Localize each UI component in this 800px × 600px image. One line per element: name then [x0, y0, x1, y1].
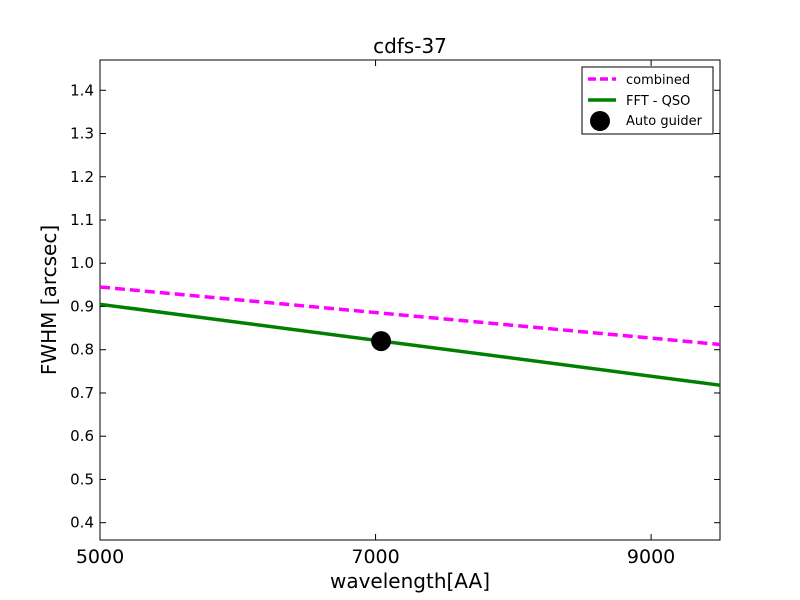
y-tick-label: 1.4 [70, 81, 94, 99]
y-axis-label: FWHM [arcsec] [37, 225, 61, 375]
chart-title: cdfs-37 [373, 34, 447, 58]
y-tick-label: 0.7 [70, 384, 94, 402]
x-axis-label: wavelength[AA] [330, 569, 490, 593]
y-tick-label: 1.3 [70, 125, 94, 143]
y-tick-label: 1.2 [70, 168, 94, 186]
legend-marker-auto-guider [590, 111, 610, 131]
y-tick-label: 0.5 [70, 470, 94, 488]
data-point-auto-guider [371, 331, 392, 352]
x-tick-label: 7000 [351, 546, 399, 568]
y-tick-label: 0.8 [70, 341, 94, 359]
series-line-fft-qso [99, 302, 721, 387]
series-line-combined [99, 285, 721, 347]
y-tick-label: 1.1 [70, 211, 94, 229]
x-tick-label: 5000 [76, 546, 124, 568]
legend-label-auto-guider: Auto guider [626, 114, 703, 129]
y-tick-label: 0.9 [70, 297, 94, 315]
legend: combined FFT - QSO Auto guider [581, 66, 714, 135]
y-axis-ticks: 0.4 0.5 0.6 0.7 0.8 0.9 1.0 1.1 1.2 1.3 1.4 [70, 81, 720, 532]
y-tick-label: 0.6 [70, 427, 94, 445]
x-tick-label: 9000 [627, 546, 675, 568]
plot-frame [99, 59, 721, 541]
x-axis-ticks: 5000 7000 9000 [76, 60, 675, 568]
legend-label-fft-qso: FFT - QSO [626, 94, 690, 109]
y-tick-label: 1.0 [70, 254, 94, 272]
y-tick-label: 0.4 [70, 514, 94, 532]
series-layer [99, 285, 721, 387]
legend-label-combined: combined [626, 73, 690, 88]
